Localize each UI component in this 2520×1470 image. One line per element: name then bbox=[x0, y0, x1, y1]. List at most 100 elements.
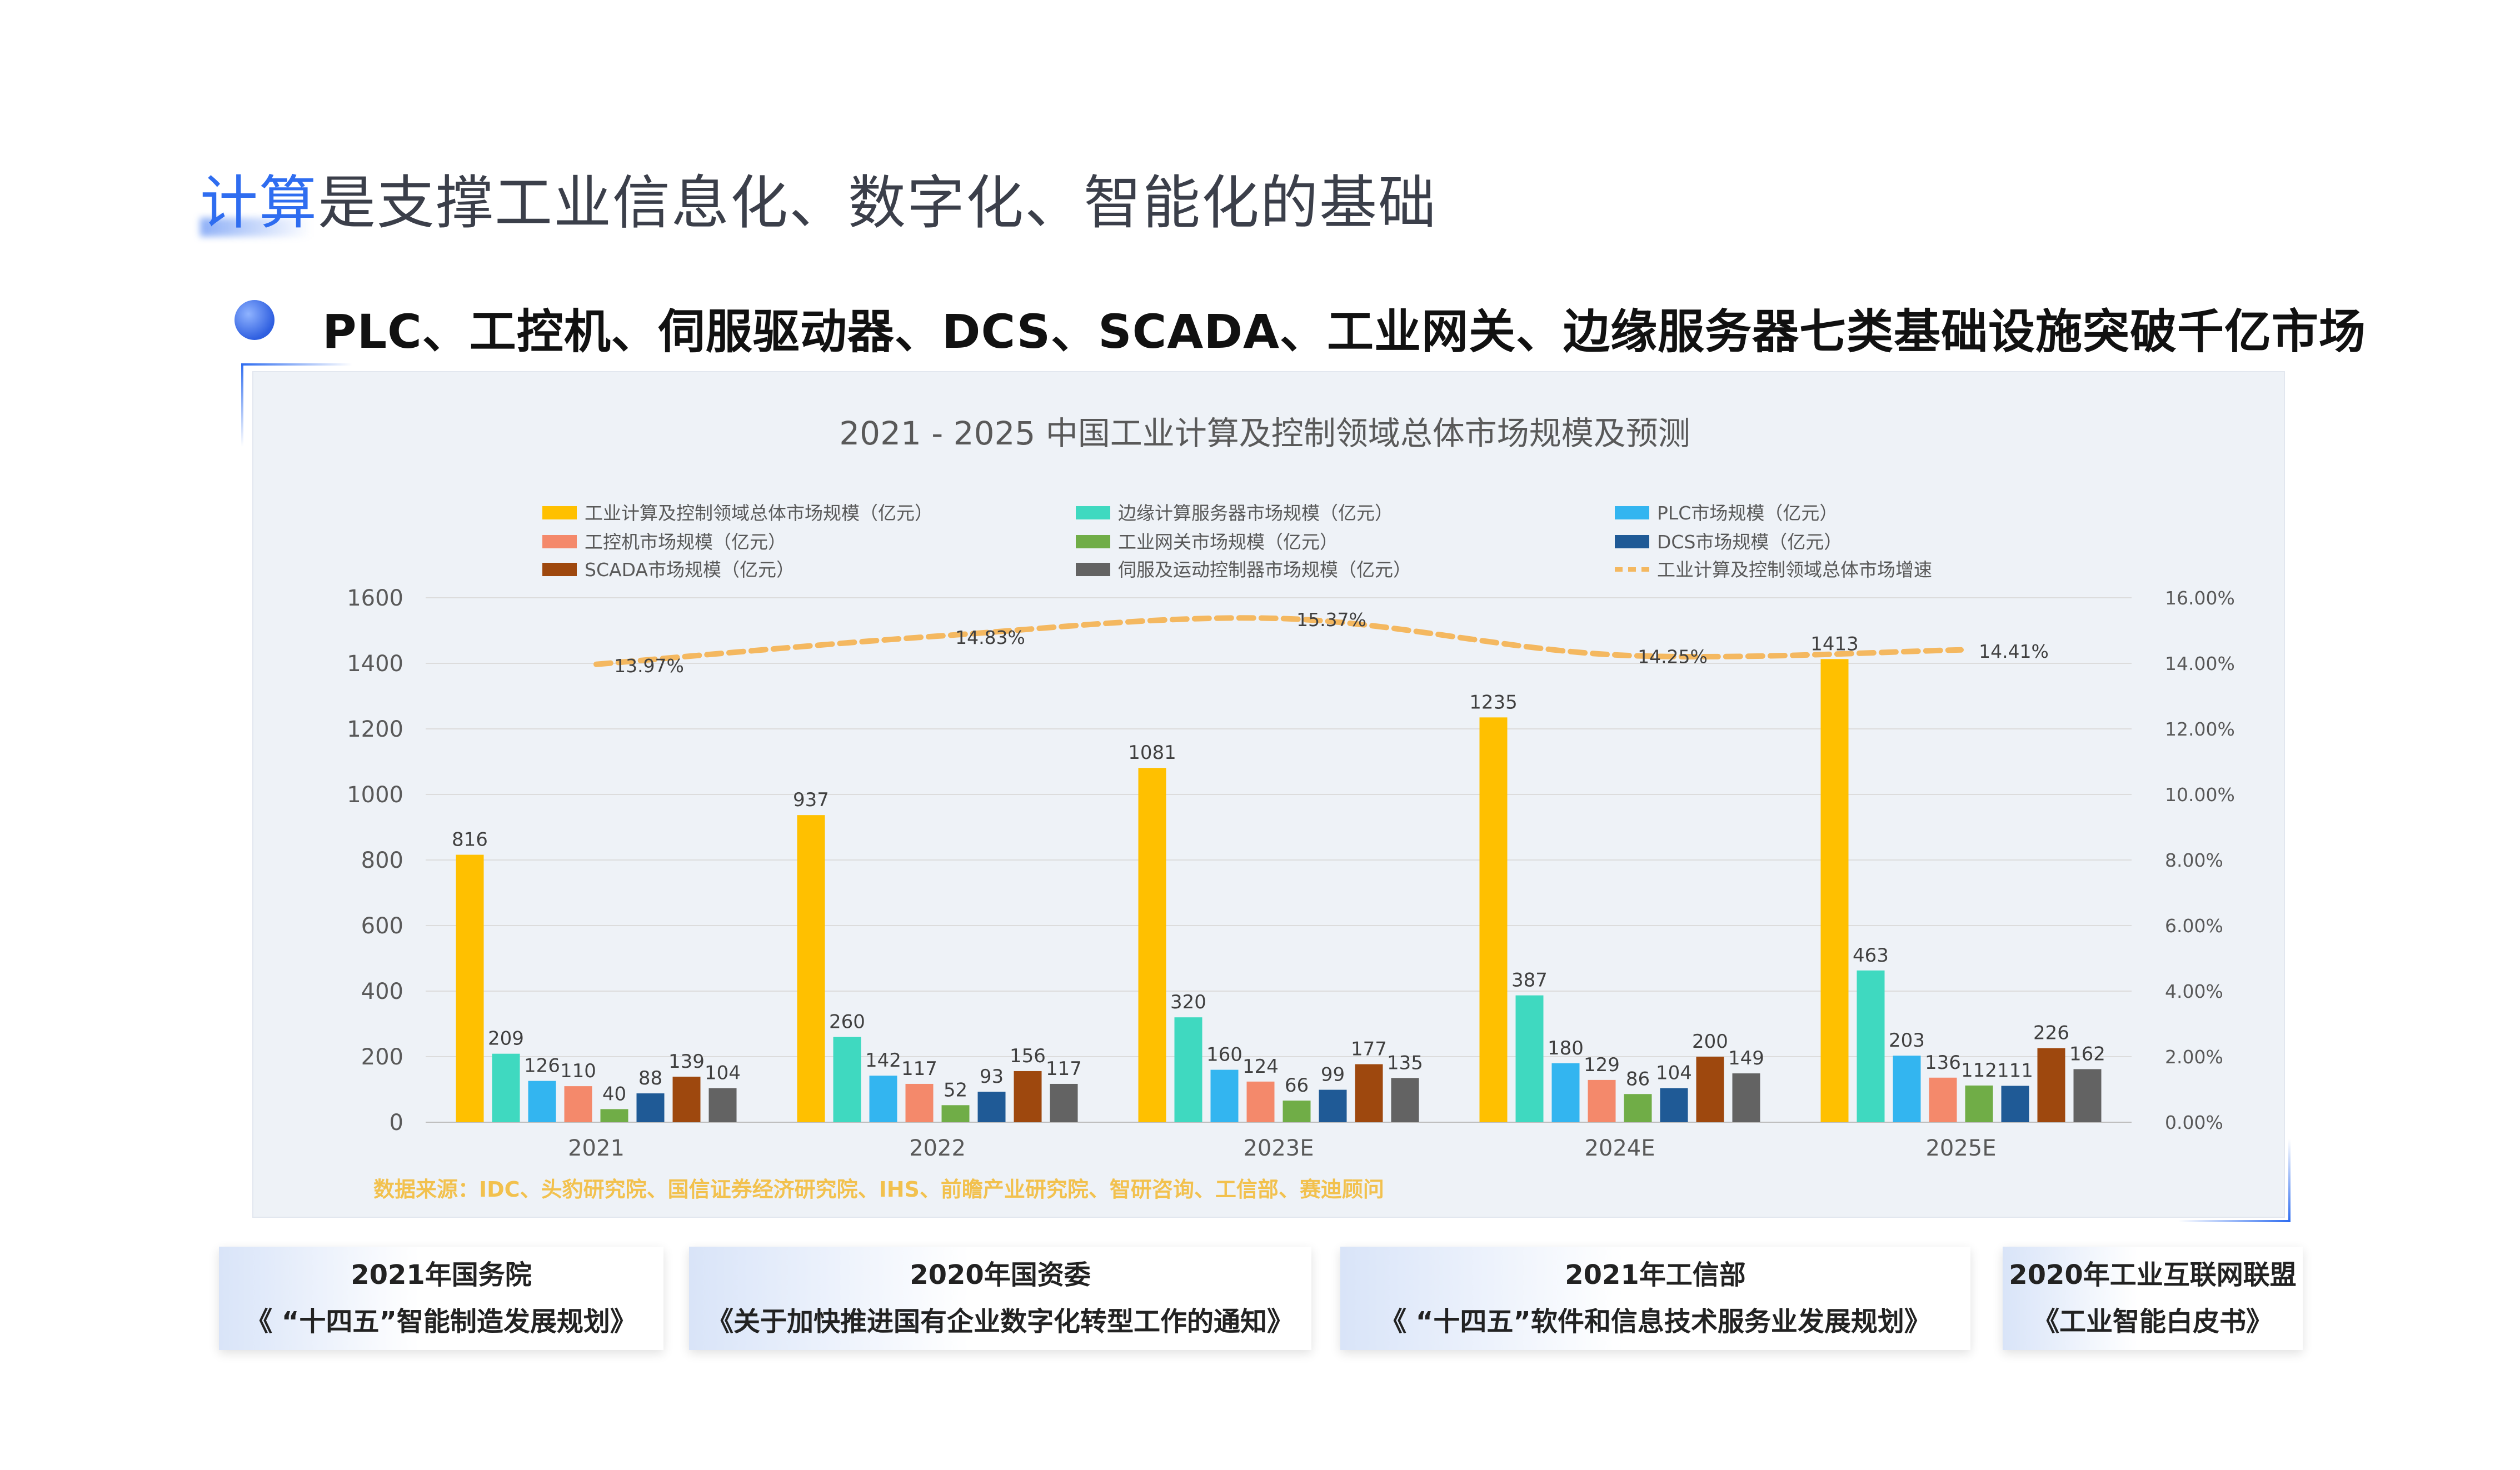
bar bbox=[1391, 1078, 1419, 1122]
data-source-note: 数据来源：IDC、头豹研究院、国信证券经济研究院、IHS、前瞻产业研究院、智研咨… bbox=[373, 1177, 1384, 1202]
bar bbox=[1014, 1071, 1042, 1122]
bar-value-label: 463 bbox=[1853, 944, 1889, 967]
bar-value-label: 260 bbox=[829, 1011, 865, 1033]
bar bbox=[1696, 1057, 1724, 1122]
bar bbox=[1246, 1081, 1275, 1122]
legend-label: DCS市场规模（亿元） bbox=[1657, 531, 1842, 553]
bar-value-label: 135 bbox=[1387, 1052, 1423, 1074]
page-title: 计算是支撑工业信息化、数字化、智能化的基础 bbox=[200, 156, 1437, 239]
y2-tick-label: 4.00% bbox=[2165, 981, 2223, 1002]
x-tick-label: 2023E bbox=[1243, 1136, 1314, 1161]
bar bbox=[1551, 1063, 1580, 1122]
x-tick-label: 2024E bbox=[1584, 1136, 1655, 1161]
bar bbox=[1624, 1094, 1652, 1122]
legend-swatch bbox=[1615, 506, 1649, 519]
bar-value-label: 86 bbox=[1626, 1068, 1650, 1090]
bar-value-label: 156 bbox=[1010, 1045, 1046, 1067]
bar bbox=[636, 1093, 665, 1122]
bar-value-label: 104 bbox=[705, 1062, 741, 1084]
y-tick-label: 1200 bbox=[347, 717, 403, 742]
bar-value-label: 111 bbox=[1997, 1060, 2033, 1082]
legend-label: 工控机市场规模（亿元） bbox=[585, 531, 786, 553]
bar bbox=[941, 1105, 970, 1122]
legend-label: 工业网关市场规模（亿元） bbox=[1118, 531, 1338, 553]
bar-value-label: 124 bbox=[1242, 1056, 1279, 1078]
legend-label: 伺服及运动控制器市场规模（亿元） bbox=[1118, 559, 1411, 581]
legend-swatch bbox=[1615, 535, 1649, 548]
y2-tick-label: 6.00% bbox=[2165, 915, 2223, 937]
bar bbox=[1732, 1073, 1760, 1122]
growth-rate-label: 13.97% bbox=[614, 655, 684, 677]
title-underline-decoration bbox=[200, 218, 311, 237]
y-tick-label: 1400 bbox=[347, 651, 403, 677]
bar bbox=[2037, 1048, 2065, 1122]
bar-value-label: 40 bbox=[602, 1083, 626, 1105]
policy-card-issuer: 2020年国资委 bbox=[910, 1259, 1091, 1291]
y2-tick-label: 0.00% bbox=[2165, 1112, 2223, 1133]
legend-swatch bbox=[1076, 563, 1110, 576]
bar bbox=[1355, 1064, 1383, 1122]
bar bbox=[1588, 1079, 1616, 1122]
legend-swatch bbox=[542, 535, 577, 548]
page-title-rest: 是支撑工业信息化、数字化、智能化的基础 bbox=[318, 169, 1438, 237]
y-tick-label: 1600 bbox=[347, 586, 403, 611]
bar bbox=[1319, 1089, 1347, 1122]
legend-swatch bbox=[542, 506, 577, 519]
bar bbox=[905, 1083, 934, 1122]
growth-rate-label: 14.25% bbox=[1638, 646, 1708, 667]
policy-card-document: 《 “十四五”智能制造发展规划》 bbox=[246, 1306, 637, 1337]
growth-rate-label: 15.37% bbox=[1296, 609, 1366, 631]
bar-value-label: 104 bbox=[1656, 1062, 1692, 1084]
bar-value-label: 139 bbox=[668, 1051, 705, 1073]
legend-swatch bbox=[542, 563, 577, 576]
policy-card-issuer: 2021年国务院 bbox=[351, 1259, 532, 1291]
bar-value-label: 93 bbox=[980, 1066, 1004, 1088]
policy-card-issuer: 2020年工业互联网联盟 bbox=[2009, 1259, 2297, 1291]
y2-tick-label: 2.00% bbox=[2165, 1046, 2223, 1068]
x-tick-label: 2025E bbox=[1925, 1136, 1996, 1161]
bar-value-label: 1235 bbox=[1469, 691, 1518, 713]
policy-card-document: 《关于加快推进国有企业数字化转型工作的通知》 bbox=[706, 1306, 1294, 1337]
bar bbox=[1893, 1056, 1921, 1122]
bar bbox=[528, 1081, 556, 1122]
bar-value-label: 203 bbox=[1889, 1029, 1925, 1052]
bar-value-label: 149 bbox=[1728, 1047, 1764, 1069]
bar-value-label: 160 bbox=[1206, 1044, 1242, 1066]
frame-corner-bottom-right bbox=[2288, 1139, 2291, 1222]
y-tick-label: 800 bbox=[361, 848, 403, 873]
bar bbox=[1660, 1088, 1688, 1122]
growth-rate-line bbox=[593, 615, 1964, 667]
bar bbox=[1050, 1083, 1078, 1122]
policy-card-2: 2020年国资委 《关于加快推进国有企业数字化转型工作的通知》 bbox=[689, 1247, 1311, 1350]
chart-title: 2021 - 2025 中国工业计算及控制领域总体市场规模及预测 bbox=[839, 414, 1690, 452]
bar-value-label: 129 bbox=[1584, 1054, 1620, 1076]
bar-value-label: 110 bbox=[560, 1060, 596, 1082]
bar-value-label: 117 bbox=[901, 1058, 937, 1080]
bar bbox=[977, 1092, 1006, 1122]
bar-value-label: 88 bbox=[638, 1067, 662, 1089]
legend-label: PLC市场规模（亿元） bbox=[1657, 502, 1838, 524]
bar-value-label: 52 bbox=[944, 1079, 967, 1101]
y2-tick-label: 14.00% bbox=[2165, 653, 2235, 674]
bar-value-label: 99 bbox=[1321, 1064, 1345, 1086]
bar bbox=[1479, 717, 1508, 1122]
bar bbox=[1515, 995, 1544, 1122]
policy-card-1: 2021年国务院 《 “十四五”智能制造发展规划》 bbox=[219, 1247, 663, 1350]
y2-tick-label: 10.00% bbox=[2165, 784, 2235, 806]
legend-swatch bbox=[1076, 535, 1110, 548]
bar bbox=[492, 1053, 520, 1122]
bar-value-label: 112 bbox=[1961, 1059, 1997, 1082]
y-tick-label: 1000 bbox=[347, 782, 403, 808]
bar-value-label: 816 bbox=[452, 829, 488, 851]
legend-label: 工业计算及控制领域总体市场规模（亿元） bbox=[585, 502, 933, 524]
bar bbox=[2001, 1086, 2029, 1122]
bar bbox=[708, 1088, 737, 1122]
bar-value-label: 117 bbox=[1046, 1058, 1082, 1080]
bar-value-label: 136 bbox=[1925, 1052, 1961, 1074]
bar-value-label: 320 bbox=[1170, 991, 1206, 1013]
legend-label: 工业计算及控制领域总体市场增速 bbox=[1657, 559, 1932, 581]
bullet-dot-icon bbox=[234, 300, 275, 340]
bar bbox=[564, 1086, 592, 1122]
bar-value-label: 142 bbox=[865, 1049, 901, 1072]
bar bbox=[1174, 1017, 1202, 1122]
